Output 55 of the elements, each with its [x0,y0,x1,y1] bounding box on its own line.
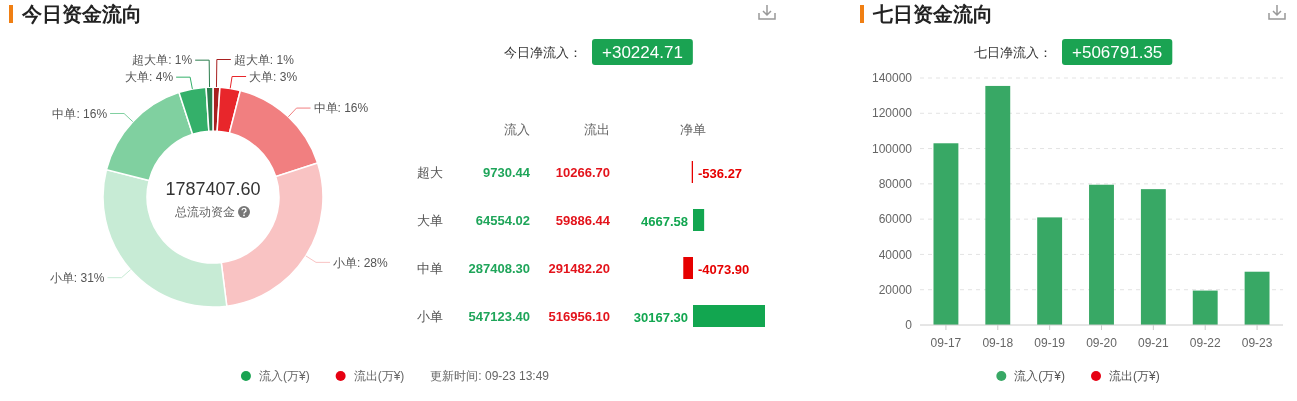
y-tick-label: 中单 [417,260,443,276]
text: 9730.44 [483,164,531,180]
x-tick-label: 09-21 [1138,336,1170,351]
slice-label: 超大单: 1% [132,53,193,68]
slice-label: 小单: 28% [333,255,389,270]
text: 10266.70 [555,164,610,180]
text: 总流动资金 [174,205,235,220]
text: 547123.40 [468,308,530,324]
y-tick-label: 超大 [417,164,443,180]
text: 流出 [584,121,610,137]
text: 流入(万¥) [258,369,310,384]
x-tick-label: 09-19 [1034,336,1066,351]
x-tick-label: 09-23 [1241,336,1273,351]
slice-label: 小单: 31% [49,270,105,285]
chart-title: 今日资金流向 [21,3,142,25]
text: 1787407.60 [165,179,261,200]
data-label: 30167.30 [633,309,688,325]
text: 516956.10 [548,308,610,324]
text: 59886.44 [555,212,611,228]
data-label: 4667.58 [641,213,688,229]
text: 流出(万¥) [353,369,405,384]
chart-title: 七日资金流向 [872,3,993,25]
y-tick-label: 100000 [871,141,913,156]
slice-label: 大单: 3% [249,69,298,84]
text: +30224.71 [602,42,683,62]
slice-label: 中单: 16% [52,106,108,121]
x-tick-label: 09-17 [930,336,962,351]
y-tick-label: 60000 [878,212,913,227]
y-tick-label: 120000 [871,106,913,121]
legend-label: 流出(万¥) [1109,369,1160,384]
data-label: -536.27 [698,165,743,181]
y-tick-label: 140000 [871,71,913,86]
text: 流入 [504,121,530,137]
slice-label: 超大单: 1% [233,52,295,67]
text: 291482.20 [548,260,610,276]
text: +506791.35 [1072,42,1163,62]
text: 287408.30 [468,260,530,276]
data-label: -4073.90 [698,261,750,277]
text: 净单 [680,121,706,137]
y-tick-label: 大单 [417,212,443,228]
x-tick-label: 09-18 [982,336,1014,351]
slice-label: 中单: 16% [313,101,369,116]
text: 今日净流入： [504,44,582,60]
text: 更新时间: 09-23 13:49 [430,369,550,384]
y-tick-label: 20000 [878,282,913,297]
y-tick-label: 0 [905,318,913,333]
x-tick-label: 09-22 [1189,336,1221,351]
text: 64554.02 [475,212,530,228]
legend-label: 流入(万¥) [1014,369,1065,384]
x-tick-label: 09-20 [1086,336,1118,351]
y-tick-label: 40000 [878,247,913,262]
slice-label: 大单: 4% [125,70,174,85]
y-tick-label: 80000 [878,177,913,192]
chart-subtitle: 七日净流入： [974,44,1052,60]
y-tick-label: 小单 [417,308,443,324]
